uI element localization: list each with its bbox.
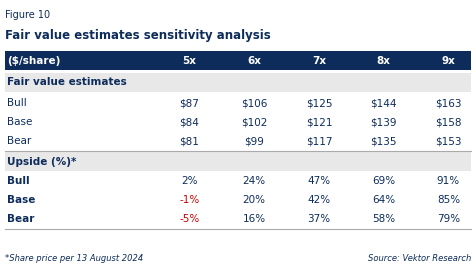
Text: 85%: 85% <box>437 195 460 205</box>
FancyBboxPatch shape <box>5 171 471 191</box>
Text: Bear: Bear <box>7 215 35 224</box>
Text: -5%: -5% <box>179 215 199 224</box>
Text: 47%: 47% <box>307 176 330 186</box>
Text: Upside (%)*: Upside (%)* <box>7 157 77 167</box>
Text: $106: $106 <box>241 98 268 108</box>
Text: $135: $135 <box>370 136 397 146</box>
FancyBboxPatch shape <box>5 210 471 229</box>
Text: 64%: 64% <box>372 195 395 205</box>
Text: 42%: 42% <box>307 195 330 205</box>
Text: $84: $84 <box>179 117 199 127</box>
Text: $158: $158 <box>435 117 462 127</box>
Text: $81: $81 <box>179 136 199 146</box>
Text: Bear: Bear <box>7 136 31 146</box>
Text: 7x: 7x <box>312 56 326 65</box>
FancyBboxPatch shape <box>5 190 471 210</box>
Text: *Share price per 13 August 2024: *Share price per 13 August 2024 <box>5 255 143 263</box>
Text: Base: Base <box>7 117 32 127</box>
FancyBboxPatch shape <box>5 132 471 151</box>
Text: Fair value estimates: Fair value estimates <box>7 78 127 87</box>
Text: 24%: 24% <box>243 176 266 186</box>
Text: $121: $121 <box>306 117 332 127</box>
Text: 5x: 5x <box>182 56 197 65</box>
Text: Figure 10: Figure 10 <box>5 10 50 19</box>
Text: 37%: 37% <box>307 215 330 224</box>
FancyBboxPatch shape <box>5 51 471 70</box>
Text: Bull: Bull <box>7 176 30 186</box>
Text: $99: $99 <box>244 136 264 146</box>
Text: Base: Base <box>7 195 36 205</box>
FancyBboxPatch shape <box>5 73 471 92</box>
FancyBboxPatch shape <box>5 93 471 113</box>
Text: Fair value estimates sensitivity analysis: Fair value estimates sensitivity analysi… <box>5 29 270 42</box>
Text: -1%: -1% <box>179 195 199 205</box>
Text: $144: $144 <box>370 98 397 108</box>
FancyBboxPatch shape <box>5 112 471 132</box>
Text: 79%: 79% <box>437 215 460 224</box>
Text: Bull: Bull <box>7 98 27 108</box>
Text: $153: $153 <box>435 136 462 146</box>
Text: 91%: 91% <box>437 176 460 186</box>
Text: 16%: 16% <box>243 215 266 224</box>
Text: 20%: 20% <box>243 195 266 205</box>
Text: 2%: 2% <box>181 176 198 186</box>
Text: 6x: 6x <box>247 56 261 65</box>
Text: $125: $125 <box>306 98 332 108</box>
Text: $117: $117 <box>306 136 332 146</box>
Text: 8x: 8x <box>377 56 391 65</box>
Text: $163: $163 <box>435 98 462 108</box>
Text: Source: Vektor Research: Source: Vektor Research <box>368 255 471 263</box>
Text: $139: $139 <box>370 117 397 127</box>
Text: $87: $87 <box>179 98 199 108</box>
Text: $102: $102 <box>241 117 268 127</box>
Text: 69%: 69% <box>372 176 395 186</box>
Text: ($/share): ($/share) <box>7 56 60 65</box>
Text: 9x: 9x <box>441 56 456 65</box>
FancyBboxPatch shape <box>5 152 471 172</box>
FancyBboxPatch shape <box>5 151 471 172</box>
Text: 58%: 58% <box>372 215 395 224</box>
